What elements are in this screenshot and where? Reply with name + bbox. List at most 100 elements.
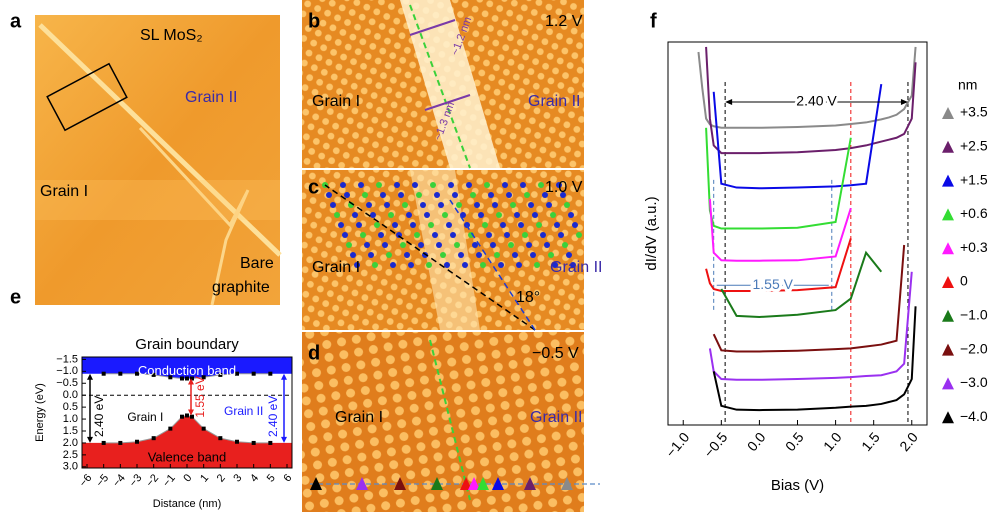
band-area xyxy=(82,357,292,379)
position-marker xyxy=(310,477,322,490)
position-marker xyxy=(460,477,472,490)
spectrum-line xyxy=(708,198,852,262)
x-tick-label: −4 xyxy=(111,472,128,489)
y-tick-label: 0.5 xyxy=(63,401,78,413)
lattice-dot xyxy=(450,232,456,238)
legend-label: 0 xyxy=(960,273,968,289)
band-label: Valence band xyxy=(148,449,227,464)
position-marker xyxy=(492,477,504,490)
spectrum-line xyxy=(712,244,906,353)
arrow xyxy=(424,94,471,111)
lattice-dot xyxy=(334,212,340,218)
panel-label: a xyxy=(10,10,22,32)
panel-label: c xyxy=(308,176,319,198)
lattice-dot xyxy=(380,192,386,198)
lattice-dot xyxy=(514,212,520,218)
data-point xyxy=(180,376,184,381)
lattice-dot xyxy=(454,242,460,248)
lattice-dot xyxy=(360,232,366,238)
x-tick-label: 0 xyxy=(181,472,194,484)
lattice-dot xyxy=(466,182,472,188)
x-tick-label: 0.5 xyxy=(782,429,807,454)
label: graphite xyxy=(212,279,270,296)
position-marker xyxy=(477,477,489,490)
x-tick-label: 6 xyxy=(281,472,294,484)
lattice-dot xyxy=(330,202,336,208)
lattice-dot xyxy=(346,242,352,248)
x-tick-label: 1.0 xyxy=(820,429,845,454)
gap-label: 2.40 eV xyxy=(266,396,280,437)
lattice-dot xyxy=(484,182,490,188)
x-tick-label: −3 xyxy=(127,472,144,489)
y-tick-label: 0.0 xyxy=(63,389,78,401)
legend-marker xyxy=(942,140,954,153)
lattice-dot xyxy=(388,212,394,218)
label: Grain I xyxy=(127,410,163,424)
y-tick-label: −0.5 xyxy=(56,377,78,389)
label: 1.2 V xyxy=(545,13,583,30)
legend-marker xyxy=(942,276,954,288)
lattice-dot xyxy=(382,242,388,248)
legend-marker xyxy=(942,309,954,322)
data-point xyxy=(135,439,139,444)
position-marker xyxy=(468,477,480,490)
x-tick-label: −1 xyxy=(161,472,178,489)
label: Grain II xyxy=(550,259,602,276)
lattice-dot xyxy=(516,262,522,268)
label: Grain I xyxy=(335,409,383,426)
lattice-dot xyxy=(414,232,420,238)
lattice-dot xyxy=(418,242,424,248)
lattice-dot xyxy=(524,192,530,198)
data-point xyxy=(268,440,273,445)
lattice-dot xyxy=(540,232,546,238)
panel-b: b 1.2 V Grain I Grain II ~1.2 nm ~1.3 nm xyxy=(302,0,584,169)
lattice-dot xyxy=(500,222,506,228)
x-tick-label: −1.0 xyxy=(662,429,692,461)
label: Grain II xyxy=(528,93,580,110)
boundary xyxy=(410,170,480,330)
y-axis-title: Energy (eV) xyxy=(34,383,46,442)
lattice-dot xyxy=(404,252,410,258)
panel-label: d xyxy=(308,342,320,364)
label: Grain I xyxy=(312,93,360,110)
lattice-dot xyxy=(392,222,398,228)
band-area xyxy=(82,415,292,468)
lattice-dot xyxy=(494,252,500,258)
lattice-dot xyxy=(448,182,454,188)
lattice-dot xyxy=(364,242,370,248)
lattice-dot xyxy=(532,212,538,218)
x-tick-label: 0.0 xyxy=(744,429,769,454)
band-label: Conduction band xyxy=(138,363,236,378)
panel-d: d −0.5 V Grain I Grain II xyxy=(302,332,600,512)
grain-boundary xyxy=(38,23,282,257)
panel-label: b xyxy=(308,10,320,32)
data-point xyxy=(190,414,194,419)
x-tick-label: 5 xyxy=(265,472,278,484)
x-tick-label: −5 xyxy=(94,472,111,489)
lattice-dot xyxy=(368,252,374,258)
lattice-dot xyxy=(562,242,568,248)
label: Grain II xyxy=(224,404,263,418)
lattice-dot xyxy=(486,232,492,238)
lattice-dot xyxy=(338,222,344,228)
spectrum-line xyxy=(705,127,852,230)
panel-label: f xyxy=(650,10,657,32)
lattice-dot xyxy=(424,212,430,218)
data-point xyxy=(151,372,156,377)
lattice-dot xyxy=(458,252,464,258)
legend-label: +1.5 xyxy=(960,171,988,187)
lattice-dot xyxy=(390,262,396,268)
lattice-dot xyxy=(572,222,578,228)
panel-a: a SL MoS₂ Grain II Grain I Bare graphite xyxy=(10,10,282,306)
lattice-dot xyxy=(548,252,554,258)
lattice-dot xyxy=(564,202,570,208)
lattice-dot xyxy=(510,202,516,208)
gap-label: 2.40 V xyxy=(796,93,837,109)
dashed-line xyxy=(324,184,536,331)
lattice-dot xyxy=(446,222,452,228)
gap-label: 1.55 V xyxy=(753,276,794,292)
legend-label: +2.5 xyxy=(960,138,988,154)
lattice-dot xyxy=(570,262,576,268)
lattice-dot xyxy=(520,182,526,188)
lattice-dot xyxy=(356,222,362,228)
